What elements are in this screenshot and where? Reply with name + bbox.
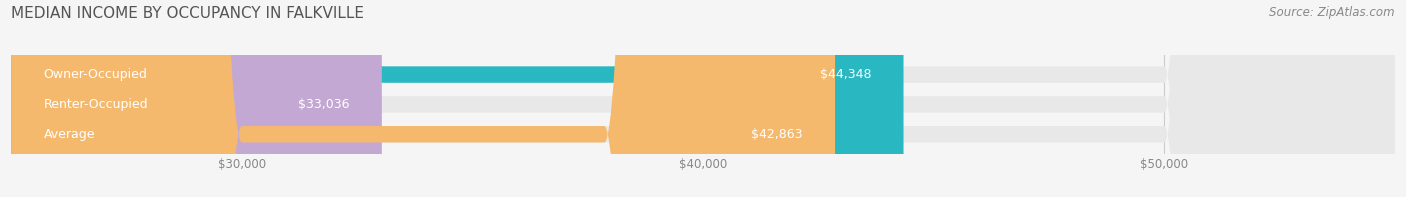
FancyBboxPatch shape <box>11 0 1395 197</box>
Text: Renter-Occupied: Renter-Occupied <box>44 98 148 111</box>
Text: Owner-Occupied: Owner-Occupied <box>44 68 148 81</box>
Text: MEDIAN INCOME BY OCCUPANCY IN FALKVILLE: MEDIAN INCOME BY OCCUPANCY IN FALKVILLE <box>11 6 364 21</box>
FancyBboxPatch shape <box>11 0 1395 197</box>
FancyBboxPatch shape <box>11 0 835 197</box>
FancyBboxPatch shape <box>11 0 1395 197</box>
Text: $42,863: $42,863 <box>751 128 803 141</box>
Text: Average: Average <box>44 128 96 141</box>
Text: Source: ZipAtlas.com: Source: ZipAtlas.com <box>1270 6 1395 19</box>
Text: $33,036: $33,036 <box>298 98 350 111</box>
Text: $44,348: $44,348 <box>820 68 872 81</box>
FancyBboxPatch shape <box>11 0 904 197</box>
FancyBboxPatch shape <box>11 0 382 197</box>
